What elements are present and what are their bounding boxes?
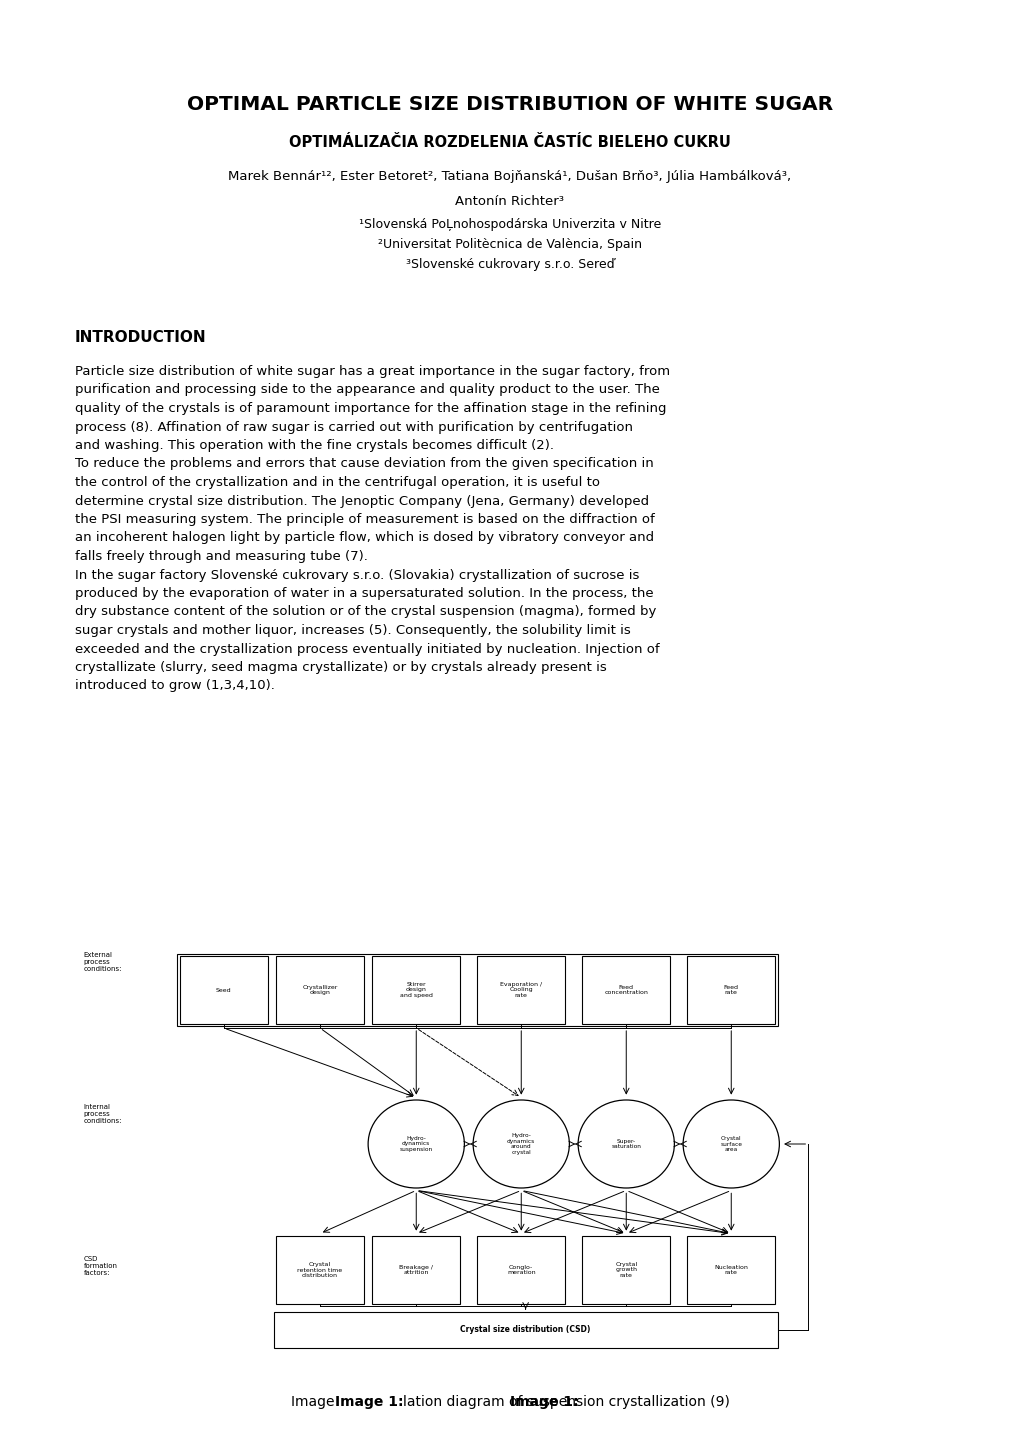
Text: Crystal size distribution (CSD): Crystal size distribution (CSD) <box>460 1326 590 1335</box>
FancyBboxPatch shape <box>477 1237 565 1304</box>
Text: Crystal
growth
rate: Crystal growth rate <box>614 1261 637 1278</box>
Text: Image 1: Interrelation diagram of suspension crystallization (9): Image 1: Interrelation diagram of suspen… <box>290 1395 729 1408</box>
Text: Breakage /
attrition: Breakage / attrition <box>398 1264 433 1276</box>
Text: Internal
process
conditions:: Internal process conditions: <box>84 1104 122 1124</box>
Text: Crystal
surface
area: Crystal surface area <box>719 1136 742 1153</box>
Text: Hydro-
dynamics
suspension: Hydro- dynamics suspension <box>399 1136 432 1153</box>
Text: process (8). Affination of raw sugar is carried out with purification by centrif: process (8). Affination of raw sugar is … <box>75 420 633 433</box>
Text: the control of the crystallization and in the centrifugal operation, it is usefu: the control of the crystallization and i… <box>75 476 599 489</box>
Text: Crystal
retention time
distribution: Crystal retention time distribution <box>298 1261 342 1278</box>
Text: External
process
conditions:: External process conditions: <box>84 952 122 973</box>
Text: Image 1:: Image 1: <box>510 1395 578 1408</box>
Text: an incoherent halogen light by particle flow, which is dosed by vibratory convey: an incoherent halogen light by particle … <box>75 531 653 544</box>
Bar <box>177 954 776 1026</box>
FancyBboxPatch shape <box>687 1237 774 1304</box>
Text: Particle size distribution of white sugar has a great importance in the sugar fa: Particle size distribution of white suga… <box>75 365 669 378</box>
Text: Super-
saturation: Super- saturation <box>610 1139 641 1150</box>
Bar <box>273 1312 776 1348</box>
FancyBboxPatch shape <box>477 957 565 1025</box>
Text: To reduce the problems and errors that cause deviation from the given specificat: To reduce the problems and errors that c… <box>75 457 653 470</box>
Text: quality of the crystals is of paramount importance for the affination stage in t: quality of the crystals is of paramount … <box>75 403 665 416</box>
FancyBboxPatch shape <box>372 957 460 1025</box>
FancyBboxPatch shape <box>179 957 267 1025</box>
Text: Feed
concentration: Feed concentration <box>603 984 647 996</box>
Text: exceeded and the crystallization process eventually initiated by nucleation. Inj: exceeded and the crystallization process… <box>75 642 659 655</box>
Text: OPTIMAL PARTICLE SIZE DISTRIBUTION OF WHITE SUGAR: OPTIMAL PARTICLE SIZE DISTRIBUTION OF WH… <box>186 95 833 114</box>
Text: sugar crystals and mother liquor, increases (5). Consequently, the solubility li: sugar crystals and mother liquor, increa… <box>75 623 630 636</box>
Text: ³Slovenské cukrovary s.r.o. Sereď: ³Slovenské cukrovary s.r.o. Sereď <box>406 258 613 271</box>
Text: the PSI measuring system. The principle of measurement is based on the diffracti: the PSI measuring system. The principle … <box>75 514 654 527</box>
Text: Antonín Richter³: Antonín Richter³ <box>455 195 564 208</box>
Text: Seed: Seed <box>216 987 231 993</box>
Text: INTRODUCTION: INTRODUCTION <box>75 330 207 345</box>
Ellipse shape <box>683 1100 779 1188</box>
Text: Feed
rate: Feed rate <box>723 984 738 996</box>
Text: In the sugar factory Slovenské cukrovary s.r.o. (Slovakia) crystallization of su: In the sugar factory Slovenské cukrovary… <box>75 569 639 582</box>
Text: crystallizate (slurry, seed magma crystallizate) or by crystals already present : crystallizate (slurry, seed magma crysta… <box>75 661 606 674</box>
Text: OPTIMÁLIZAČIA ROZDELENIA ČASTÍC BIELEHO CUKRU: OPTIMÁLIZAČIA ROZDELENIA ČASTÍC BIELEHO … <box>288 136 731 150</box>
FancyBboxPatch shape <box>687 957 774 1025</box>
Text: ²Universitat Politècnica de València, Spain: ²Universitat Politècnica de València, Sp… <box>378 238 641 251</box>
Text: Nucleation
rate: Nucleation rate <box>713 1264 748 1276</box>
Text: falls freely through and measuring tube (7).: falls freely through and measuring tube … <box>75 550 368 563</box>
Text: Image 1:: Image 1: <box>334 1395 404 1408</box>
Ellipse shape <box>473 1100 569 1188</box>
Text: ¹Slovenská PoĻnohospodárska Univerzita v Nitre: ¹Slovenská PoĻnohospodárska Univerzita v… <box>359 218 660 231</box>
Text: dry substance content of the solution or of the crystal suspension (magma), form: dry substance content of the solution or… <box>75 606 656 619</box>
FancyBboxPatch shape <box>582 1237 669 1304</box>
Ellipse shape <box>368 1100 464 1188</box>
Text: Hydro-
dynamics
around
crystal: Hydro- dynamics around crystal <box>506 1133 535 1156</box>
Text: Stirrer
design
and speed: Stirrer design and speed <box>399 981 432 999</box>
Text: Conglo-
meration: Conglo- meration <box>506 1264 535 1276</box>
Text: purification and processing side to the appearance and quality product to the us: purification and processing side to the … <box>75 384 659 397</box>
Text: Evaporation /
Cooling
rate: Evaporation / Cooling rate <box>499 981 542 999</box>
Text: Marek Bennár¹², Ester Betoret², Tatiana Bojňanská¹, Dušan Brňo³, Júlia Hambálkov: Marek Bennár¹², Ester Betoret², Tatiana … <box>228 170 791 183</box>
Text: determine crystal size distribution. The Jenoptic Company (Jena, Germany) develo: determine crystal size distribution. The… <box>75 495 648 508</box>
Text: CSD
formation
factors:: CSD formation factors: <box>84 1255 117 1276</box>
FancyBboxPatch shape <box>372 1237 460 1304</box>
FancyBboxPatch shape <box>582 957 669 1025</box>
Ellipse shape <box>578 1100 674 1188</box>
Text: Crystallizer
design: Crystallizer design <box>302 984 337 996</box>
Text: introduced to grow (1,3,4,10).: introduced to grow (1,3,4,10). <box>75 680 274 693</box>
Text: and washing. This operation with the fine crystals becomes difficult (2).: and washing. This operation with the fin… <box>75 439 553 452</box>
Text: produced by the evaporation of water in a supersaturated solution. In the proces: produced by the evaporation of water in … <box>75 587 653 600</box>
FancyBboxPatch shape <box>276 957 364 1025</box>
Text: Image 1: Interrelation diagram of suspension crystallization (9): Image 1: Interrelation diagram of suspen… <box>510 1395 948 1408</box>
FancyBboxPatch shape <box>276 1237 364 1304</box>
